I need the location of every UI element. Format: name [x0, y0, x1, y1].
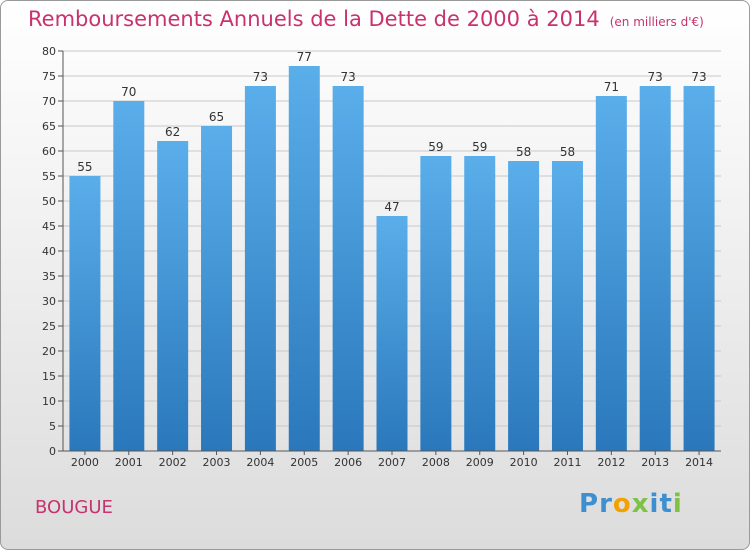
x-tick-label: 2007	[378, 456, 406, 469]
y-axis-ticks: 0 5 10 15 20 25 30 35 40 45 50 55 60 65 70 75 80	[42, 45, 63, 458]
x-tick-label: 2005	[290, 456, 318, 469]
y-tick-label: 55	[42, 170, 56, 183]
y-tick-label: 45	[42, 220, 56, 233]
value-label: 77	[297, 50, 312, 64]
y-tick-label: 5	[49, 420, 56, 433]
value-label: 73	[691, 70, 706, 84]
bar	[332, 86, 364, 451]
y-tick-label: 10	[42, 395, 56, 408]
bar	[244, 86, 276, 451]
x-tick-label: 2003	[203, 456, 231, 469]
y-tick-label: 25	[42, 320, 56, 333]
x-tick-label: 2010	[510, 456, 538, 469]
x-tick-label: 2004	[246, 456, 274, 469]
value-label: 73	[340, 70, 355, 84]
value-label: 59	[428, 140, 443, 154]
x-tick-label: 2013	[641, 456, 669, 469]
bar	[508, 161, 540, 451]
title-text: Remboursements Annuels de la Dette de 20…	[28, 7, 600, 31]
value-label: 59	[472, 140, 487, 154]
x-tick-label: 2006	[334, 456, 362, 469]
place-name: BOUGUE	[35, 497, 113, 518]
axes	[62, 51, 721, 452]
value-label: 58	[516, 145, 531, 159]
y-tick-label: 75	[42, 70, 56, 83]
value-label: 62	[165, 125, 180, 139]
bar	[595, 96, 627, 451]
bar	[113, 101, 145, 451]
y-tick-label: 15	[42, 370, 56, 383]
x-tick-label: 2008	[422, 456, 450, 469]
value-label: 71	[604, 80, 619, 94]
x-axis-ticks: 2000 2001 2002 2003 2004 2005 2006 2007 2008 2009…	[71, 451, 713, 469]
x-tick-label: 2012	[597, 456, 625, 469]
bar	[464, 156, 496, 451]
bar	[157, 141, 189, 451]
value-label: 73	[253, 70, 268, 84]
bar	[420, 156, 452, 451]
value-label: 70	[121, 85, 136, 99]
y-tick-label: 60	[42, 145, 56, 158]
y-tick-label: 80	[42, 45, 56, 58]
bar	[551, 161, 583, 451]
value-label: 65	[209, 110, 224, 124]
y-tick-label: 20	[42, 345, 56, 358]
unit-label: (en milliers d'€)	[609, 15, 704, 29]
x-tick-label: 2011	[553, 456, 581, 469]
bar	[639, 86, 671, 451]
y-tick-label: 0	[49, 445, 56, 458]
proxiti-logo: Proxiti	[579, 489, 683, 519]
x-tick-label: 2001	[115, 456, 143, 469]
bar	[201, 126, 233, 451]
x-tick-label: 2009	[466, 456, 494, 469]
y-tick-label: 40	[42, 245, 56, 258]
bar	[376, 216, 408, 451]
bars: 55 70 62 65 73 77 73 47 59 59 58 58 71 73 73	[69, 50, 715, 451]
chart-title: Remboursements Annuels de la Dette de 20…	[28, 7, 704, 31]
value-label: 55	[77, 160, 92, 174]
y-tick-label: 70	[42, 95, 56, 108]
y-tick-label: 65	[42, 120, 56, 133]
y-tick-label: 35	[42, 270, 56, 283]
x-tick-label: 2014	[685, 456, 713, 469]
y-tick-label: 30	[42, 295, 56, 308]
bar	[683, 86, 715, 451]
value-label: 58	[560, 145, 575, 159]
bar	[69, 176, 101, 451]
bar	[288, 66, 320, 451]
x-tick-label: 2002	[159, 456, 187, 469]
value-label: 73	[648, 70, 663, 84]
value-label: 47	[384, 200, 399, 214]
y-tick-label: 50	[42, 195, 56, 208]
x-tick-label: 2000	[71, 456, 99, 469]
